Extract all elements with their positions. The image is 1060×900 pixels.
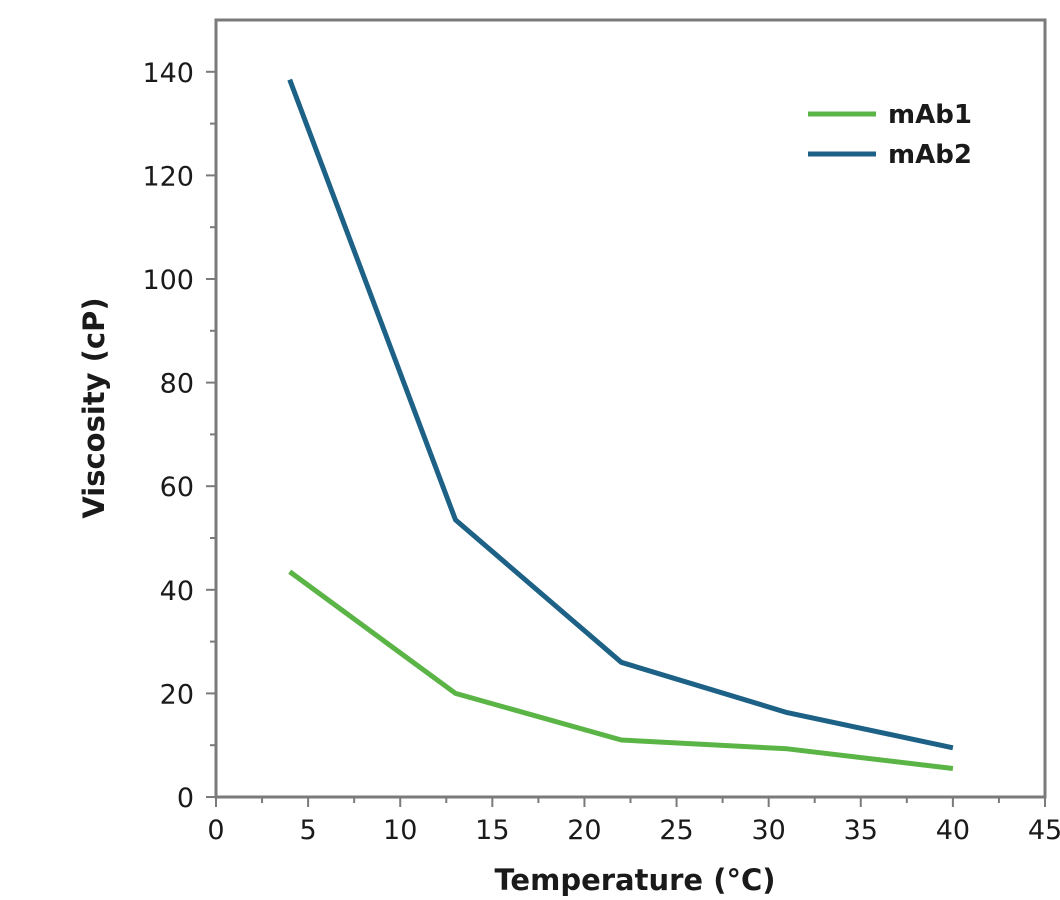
y-axis: 0 20 40 60 80 100 120 140 [142,58,216,814]
x-tick-label: 5 [300,815,317,846]
series-line-mab1 [288,569,954,771]
x-tick-label: 10 [383,815,417,846]
y-axis-title: Viscosity (cP) [77,297,111,518]
x-tick-label: 25 [659,815,693,846]
y-tick-label: 40 [160,576,194,607]
y-tick-label: 20 [160,679,194,710]
x-tick-label: 35 [844,815,878,846]
legend: mAb1 mAb2 [808,100,972,170]
y-tick-label: 0 [177,783,194,814]
plot-frame [214,18,1047,799]
x-axis-title: Temperature (°C) [495,863,776,897]
x-tick-label: 45 [1028,815,1060,846]
x-tick-label: 0 [207,815,224,846]
x-tick-label: 15 [475,815,509,846]
x-tick-label: 20 [567,815,601,846]
y-tick-label: 60 [160,472,194,503]
legend-label-mab1: mAb1 [888,100,972,130]
y-tick-label: 140 [142,58,194,89]
legend-label-mab2: mAb2 [888,140,972,170]
x-tick-label: 30 [751,815,785,846]
y-tick-label: 100 [142,265,194,296]
x-tick-label: 40 [936,815,970,846]
series-line-mab2 [287,78,954,751]
x-axis: 0 5 10 15 20 25 30 35 40 45 [207,797,1060,846]
y-tick-label: 120 [142,161,194,192]
y-tick-label: 80 [160,369,194,400]
series-lines [287,78,954,771]
